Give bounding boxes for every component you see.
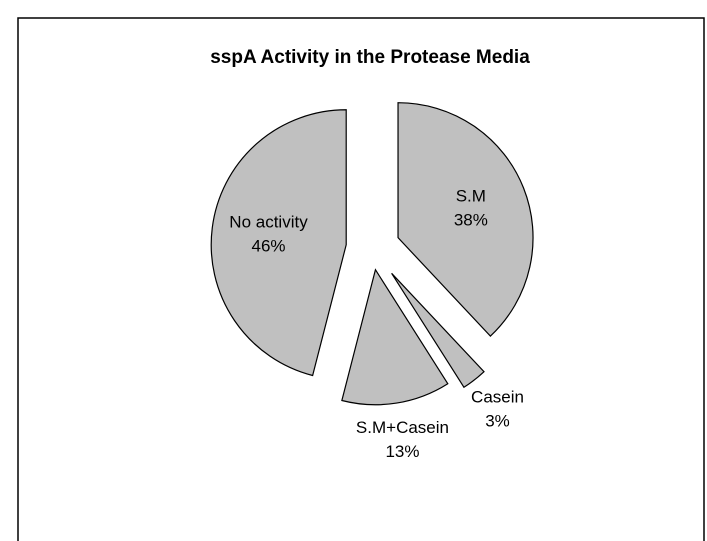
slice-label: Casein — [471, 387, 524, 406]
chart-frame — [17, 17, 705, 541]
pie-slice — [210, 109, 347, 377]
slice-label: S.M — [456, 186, 486, 205]
slice-label: No activity — [229, 212, 308, 231]
chart-title: sspA Activity in the Protease Media — [210, 47, 530, 68]
slice-value-label: 13% — [385, 442, 419, 461]
pie-slice — [341, 268, 449, 406]
slice-value-label: 46% — [252, 236, 286, 255]
slice-value-label: 3% — [485, 411, 510, 430]
pie-slice — [397, 102, 534, 337]
pie-slice — [391, 272, 485, 389]
slice-value-label: 38% — [454, 210, 488, 229]
slice-label: S.M+Casein — [356, 418, 449, 437]
